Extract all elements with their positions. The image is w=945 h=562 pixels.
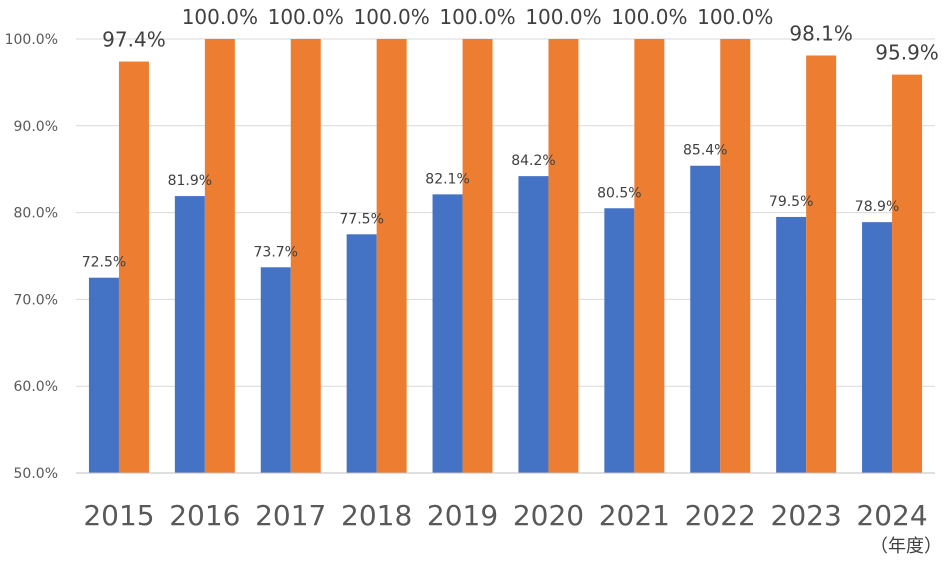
data-label-2-2024: 95.9% — [875, 41, 939, 65]
data-label-1-2024: 78.9% — [855, 199, 899, 215]
data-label-1-2015: 72.5% — [82, 255, 126, 271]
x-tick-label: 2019 — [427, 499, 498, 532]
data-label-1-2023: 79.5% — [769, 194, 813, 210]
bar-series-2-2023 — [806, 55, 837, 473]
data-label-1-2018: 77.5% — [339, 211, 383, 227]
data-labels: 72.5% 97.4% 81.9% 100.0% 73.7% 100.0% 77.5% 100… — [82, 5, 939, 271]
bar-series-1-2023 — [776, 216, 807, 473]
x-tick-label: 2022 — [685, 499, 756, 532]
data-label-2-2018: 100.0% — [354, 5, 430, 29]
y-tick-label: 50.0% — [14, 466, 58, 482]
bar-series-1-2022 — [690, 165, 721, 473]
bar-series-2-2024 — [892, 74, 923, 473]
bar-series-2-2017 — [290, 39, 321, 473]
bar-series-2-2018 — [376, 39, 407, 473]
bar-series-2-2020 — [548, 39, 579, 473]
bar-series-1-2020 — [518, 176, 549, 474]
bar-series-1-2018 — [346, 234, 377, 473]
x-tick-label: 2021 — [599, 499, 670, 532]
data-label-2-2019: 100.0% — [439, 5, 515, 29]
data-label-2-2017: 100.0% — [268, 5, 344, 29]
data-label-1-2022: 85.4% — [683, 143, 727, 159]
bar-series-2-2022 — [720, 39, 751, 473]
x-tick-label: 2024 — [856, 499, 927, 532]
x-tick-label: 2023 — [771, 499, 842, 532]
y-tick-label: 80.0% — [14, 206, 58, 222]
data-label-1-2016: 81.9% — [168, 173, 212, 189]
y-tick-label: 90.0% — [14, 119, 58, 135]
y-tick-label: 70.0% — [14, 292, 58, 308]
y-tick-label: 100.0% — [5, 32, 58, 48]
data-label-2-2015: 97.4% — [102, 28, 166, 52]
x-axis-ticks: 2015 2016 2017 2018 2019 2020 2021 2022 2023 2024 — [83, 499, 927, 532]
data-label-2-2023: 98.1% — [789, 21, 853, 45]
y-axis-ticks: 50.0% 60.0% 70.0% 80.0% 90.0% 100.0% — [5, 32, 58, 482]
bar-series-2-2019 — [462, 39, 493, 473]
bars — [88, 39, 923, 474]
bar-series-1-2024 — [862, 222, 893, 473]
x-axis-unit-label: （年度） — [870, 536, 942, 557]
data-label-1-2017: 73.7% — [254, 244, 298, 260]
bar-series-1-2016 — [174, 196, 205, 473]
data-label-1-2021: 80.5% — [597, 185, 641, 201]
y-tick-label: 60.0% — [14, 379, 58, 395]
data-label-2-2016: 100.0% — [182, 5, 258, 29]
data-label-2-2020: 100.0% — [525, 5, 601, 29]
x-tick-label: 2017 — [255, 499, 326, 532]
data-label-2-2022: 100.0% — [697, 5, 773, 29]
data-label-1-2020: 84.2% — [511, 153, 555, 169]
bar-series-1-2017 — [260, 267, 291, 473]
bar-series-2-2021 — [634, 39, 665, 473]
x-tick-label: 2015 — [83, 499, 154, 532]
bar-series-2-2016 — [204, 39, 235, 473]
bar-series-1-2019 — [432, 194, 463, 473]
x-tick-label: 2016 — [169, 499, 240, 532]
bar-series-1-2015 — [88, 277, 119, 473]
x-tick-label: 2018 — [341, 499, 412, 532]
x-tick-label: 2020 — [513, 499, 584, 532]
data-label-1-2019: 82.1% — [425, 171, 469, 187]
bar-series-1-2021 — [604, 208, 635, 473]
bar-series-2-2015 — [118, 61, 149, 474]
data-label-2-2021: 100.0% — [611, 5, 687, 29]
